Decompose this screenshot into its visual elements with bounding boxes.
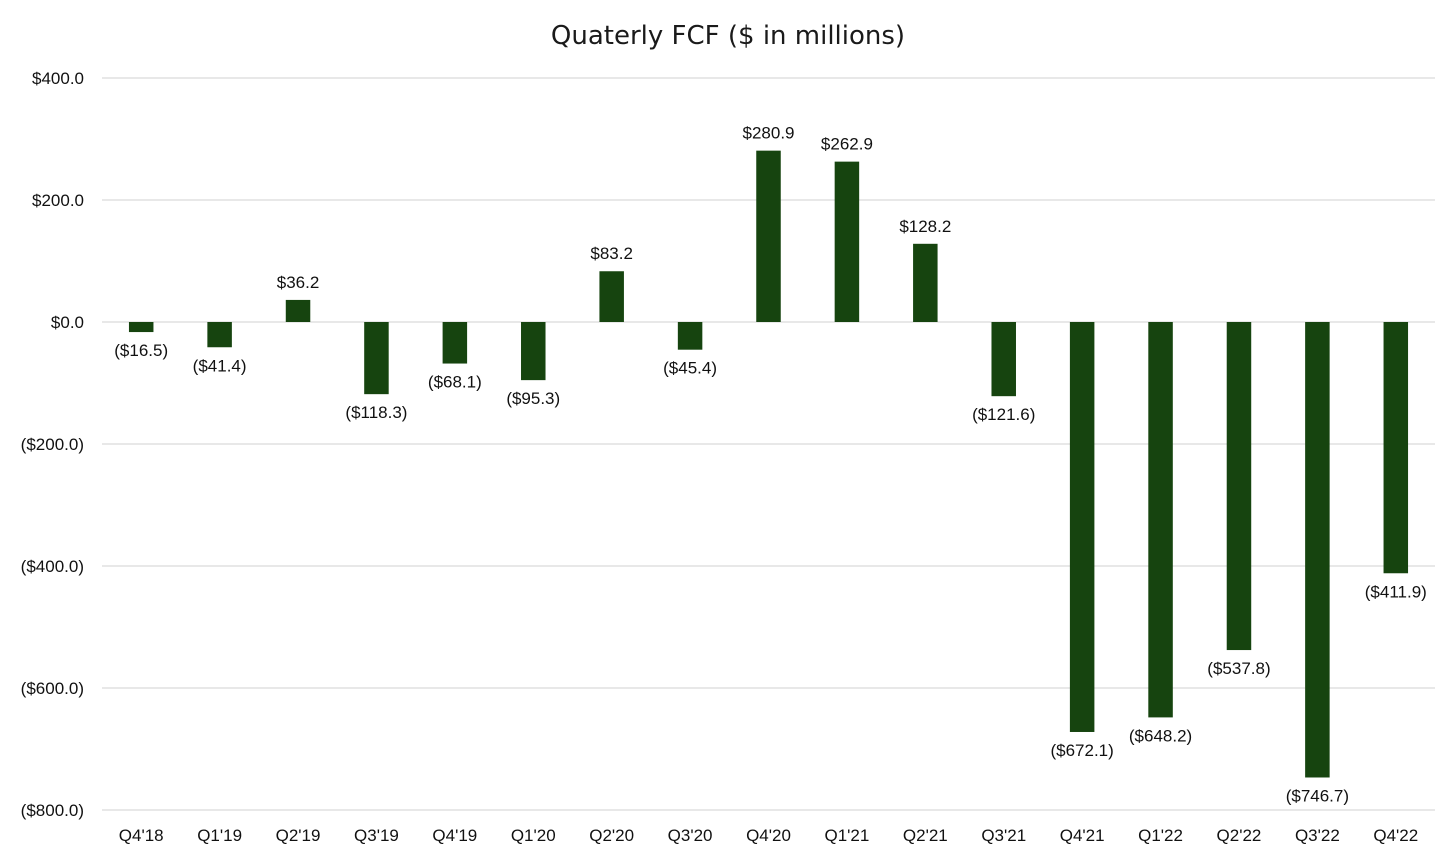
data-label: $262.9 — [821, 135, 873, 154]
y-axis-tick-labels: $400.0 $200.0 $0.0 ($200.0) ($400.0) ($600.0)… — [21, 69, 84, 820]
data-label: ($41.4) — [193, 356, 247, 375]
data-label: $36.2 — [277, 273, 320, 292]
x-tick-label: Q1'20 — [511, 826, 556, 845]
bar — [599, 271, 624, 322]
bar — [1148, 322, 1173, 718]
bar — [677, 322, 703, 350]
data-label: ($121.6) — [972, 405, 1035, 424]
x-tick-label: Q4'18 — [119, 826, 164, 845]
data-label: ($537.8) — [1207, 659, 1270, 678]
x-tick-label: Q3'19 — [354, 826, 399, 845]
data-label: $280.9 — [743, 124, 795, 143]
bar — [1305, 322, 1330, 778]
x-tick-label: Q2'21 — [903, 826, 948, 845]
y-tick-label: $400.0 — [32, 69, 84, 88]
y-tick-label: $200.0 — [32, 191, 84, 210]
data-label: ($16.5) — [114, 341, 168, 360]
x-tick-label: Q3'20 — [668, 826, 713, 845]
x-tick-label: Q3'21 — [981, 826, 1026, 845]
data-label: $128.2 — [899, 217, 951, 236]
data-label: ($746.7) — [1286, 786, 1349, 805]
x-tick-label: Q3'22 — [1295, 826, 1340, 845]
bar — [364, 322, 389, 395]
bar — [442, 322, 468, 364]
x-axis-tick-labels: Q4'18 Q1'19 Q2'19 Q3'19 Q4'19 Q1'20 Q2'20 Q3'20… — [119, 826, 1418, 845]
bar — [207, 322, 232, 348]
x-tick-label: Q4'20 — [746, 826, 791, 845]
data-label: ($411.9) — [1365, 582, 1427, 601]
bar — [128, 322, 154, 333]
y-tick-label: ($600.0) — [21, 679, 84, 698]
bar — [285, 299, 311, 322]
x-tick-label: Q1'21 — [824, 826, 869, 845]
data-label: ($45.4) — [663, 359, 717, 378]
bar — [1069, 322, 1095, 732]
bar — [521, 322, 546, 381]
y-tick-label: ($400.0) — [21, 557, 84, 576]
bar — [1383, 322, 1409, 574]
bar — [991, 322, 1016, 397]
x-tick-label: Q4'19 — [432, 826, 477, 845]
data-label: ($648.2) — [1129, 726, 1192, 745]
data-label: ($672.1) — [1050, 741, 1113, 760]
x-tick-label: Q4'21 — [1060, 826, 1105, 845]
data-label: $83.2 — [590, 244, 633, 263]
data-label: ($95.3) — [506, 389, 560, 408]
x-tick-label: Q2'22 — [1217, 826, 1262, 845]
x-tick-label: Q2'20 — [589, 826, 634, 845]
x-tick-label: Q1'22 — [1138, 826, 1183, 845]
data-label: ($68.1) — [428, 373, 482, 392]
data-label: ($118.3) — [345, 403, 407, 422]
chart-title: Quaterly FCF ($ in millions) — [551, 21, 905, 51]
bars — [128, 150, 1409, 778]
bar — [756, 150, 781, 322]
x-tick-label: Q1'19 — [197, 826, 242, 845]
x-tick-label: Q2'19 — [276, 826, 321, 845]
y-tick-label: ($800.0) — [21, 801, 84, 820]
y-tick-label: $0.0 — [51, 313, 84, 332]
data-labels: ($16.5) ($41.4) $36.2 ($118.3) ($68.1) ($95.3… — [114, 124, 1427, 806]
bar — [1226, 322, 1252, 651]
x-tick-label: Q4'22 — [1373, 826, 1418, 845]
bar — [834, 161, 860, 322]
y-tick-label: ($200.0) — [21, 435, 84, 454]
bar — [913, 243, 938, 322]
